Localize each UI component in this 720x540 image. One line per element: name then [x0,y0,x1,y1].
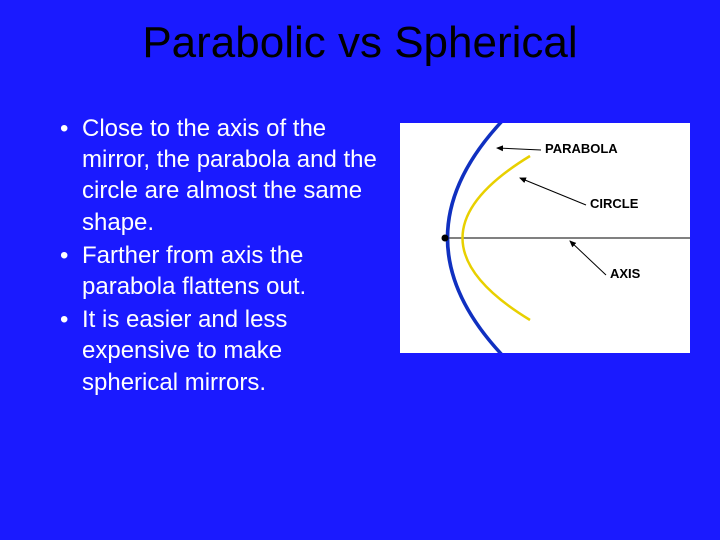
slide-title: Parabolic vs Spherical [0,0,720,68]
axis-pointer [570,241,606,275]
parabola-label: PARABOLA [545,141,618,156]
bullet-item: Farther from axis the parabola flattens … [60,240,380,302]
axis-label: AXIS [610,266,641,281]
bullet-list: Close to the axis of the mirror, the par… [60,113,380,400]
diagram-container: PARABOLA CIRCLE AXIS [400,123,690,400]
parabola-vs-circle-diagram: PARABOLA CIRCLE AXIS [400,123,690,353]
circle-pointer [520,178,586,205]
vertex-dot [442,235,449,242]
bullet-item: It is easier and less expensive to make … [60,304,380,398]
content-row: Close to the axis of the mirror, the par… [0,113,720,400]
diagram-svg: PARABOLA CIRCLE AXIS [400,123,690,353]
bullet-item: Close to the axis of the mirror, the par… [60,113,380,238]
circle-label: CIRCLE [590,196,639,211]
parabola-pointer [497,148,541,150]
